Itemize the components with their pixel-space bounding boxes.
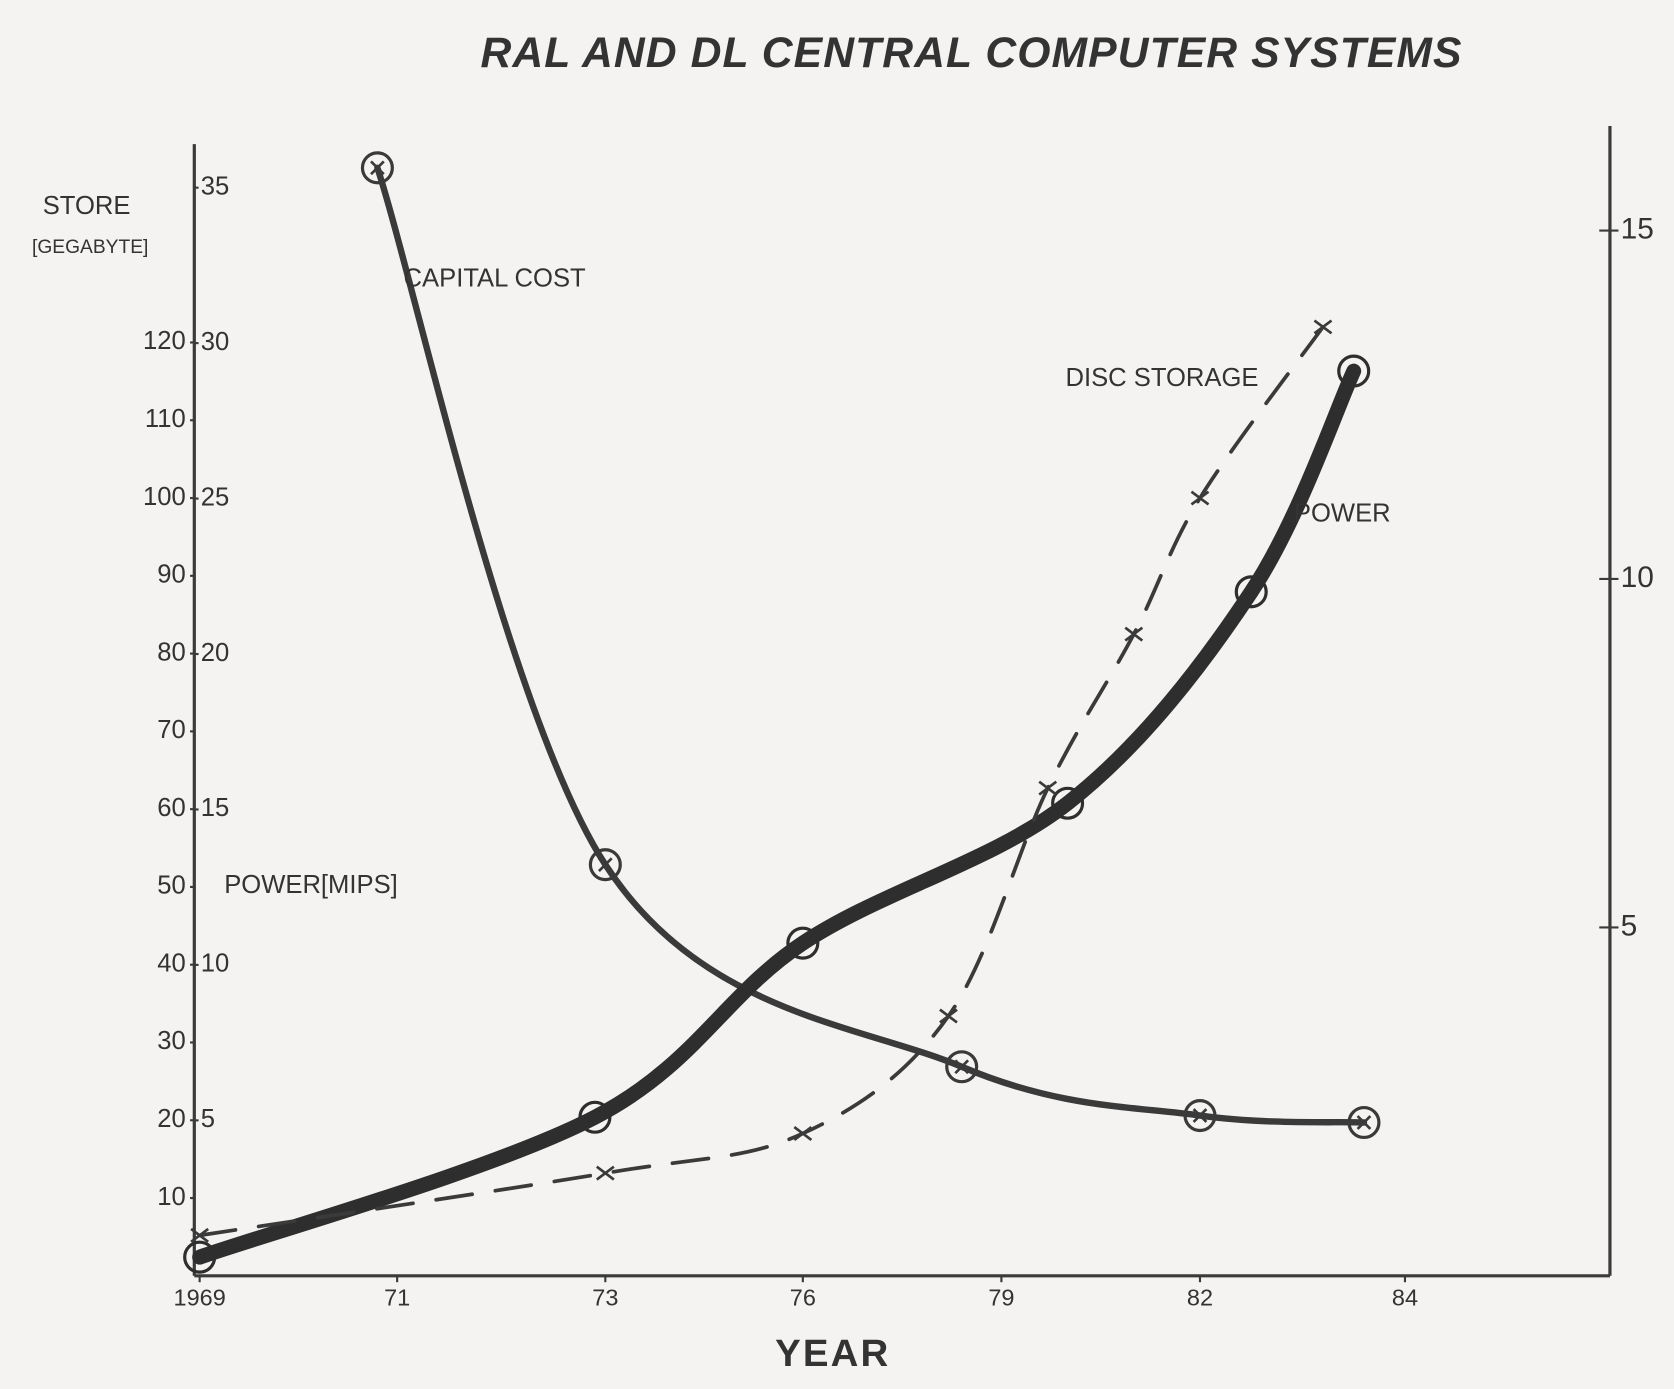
y-tick-label: 50 [157, 872, 186, 900]
circle-marker [183, 1240, 217, 1274]
x-axis-label: YEAR [775, 1332, 890, 1375]
cross-marker [1124, 626, 1144, 642]
cross-marker [1313, 319, 1333, 335]
cross-marker [1038, 780, 1058, 796]
y-tick-label: 90 [157, 561, 186, 589]
x-tick-label: 73 [592, 1284, 618, 1310]
circle-marker [945, 1050, 979, 1084]
y3-tick-label: 35 [201, 172, 230, 200]
y3-axis-label: POWER[MIPS] [224, 871, 398, 899]
cross-marker [1190, 490, 1210, 506]
y3-tick-label: 5 [201, 1105, 215, 1133]
y-tick-label: 70 [157, 716, 186, 744]
x-tick-label: 82 [1187, 1284, 1213, 1310]
circle-marker [578, 1100, 612, 1134]
y-tick-label: 10 [157, 1183, 186, 1211]
cross-marker [793, 1126, 813, 1141]
series-line [192, 363, 1362, 1265]
y3-tick-label: 10 [201, 950, 230, 978]
x-tick-label: 71 [384, 1284, 410, 1310]
x-tick-label: 84 [1392, 1284, 1418, 1310]
y2-tick-label: 10 [1621, 561, 1654, 594]
cross-marker [595, 1165, 615, 1181]
chart-title: RAL AND DL CENTRAL COMPUTER SYSTEMS [480, 29, 1462, 77]
series-label: CAPITAL COST [404, 265, 586, 293]
cross-marker [939, 1008, 958, 1024]
y-axis-unit: [GEGABYTE] [32, 237, 148, 258]
y3-tick-label: 20 [201, 639, 230, 667]
y-tick-label: 100 [143, 483, 186, 511]
circle-marker [1051, 786, 1085, 820]
x-tick-label: 1969 [174, 1284, 226, 1310]
y-tick-label: 40 [157, 949, 186, 977]
circle-marker [786, 926, 820, 960]
y3-tick-label: 25 [201, 483, 230, 511]
circle-marker [1337, 354, 1371, 388]
circle-marker [1183, 1098, 1217, 1133]
y-axis-label: STORE [43, 192, 131, 220]
x-tick-label: 79 [988, 1284, 1014, 1310]
circle-marker [1347, 1105, 1381, 1140]
y2-tick-label: 5 [1621, 909, 1638, 942]
y3-tick-label: 30 [201, 328, 230, 356]
y-tick-label: 120 [143, 327, 186, 355]
series-label: DISC STORAGE [1065, 364, 1258, 392]
series-label: POWER [1294, 499, 1391, 527]
x-tick-label: 76 [790, 1284, 816, 1310]
y-tick-label: 20 [157, 1105, 186, 1133]
circle-marker [360, 151, 394, 185]
y-tick-label: 110 [145, 405, 186, 433]
y-tick-label: 60 [157, 794, 186, 822]
cross-marker [190, 1227, 209, 1243]
y-tick-label: 30 [157, 1027, 186, 1055]
circle-marker [588, 848, 622, 882]
y-tick-label: 80 [157, 638, 186, 666]
y3-tick-label: 15 [201, 794, 230, 822]
circle-marker [1234, 575, 1268, 609]
y2-tick-label: 15 [1621, 212, 1654, 245]
series-line [197, 325, 1325, 1238]
